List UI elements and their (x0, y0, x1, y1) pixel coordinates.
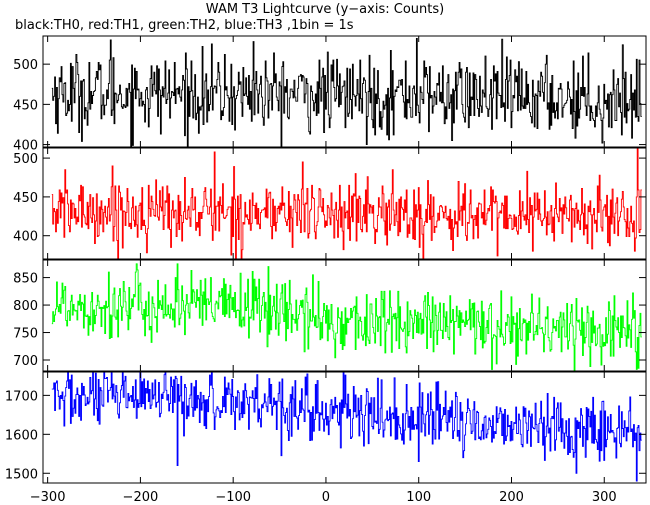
y-tick-label: 500 (13, 58, 38, 73)
x-tick-label: 0 (322, 490, 330, 505)
x-tick-label: 200 (499, 490, 524, 505)
panel-th2: 700 750 800 850 (13, 259, 647, 372)
panel-frame (42, 35, 647, 148)
panels-group: 4004505004004505007007508008501500160017… (5, 35, 647, 484)
panel-th3: 1500 1600 1700 (5, 371, 647, 484)
y-tick-label: 400 (13, 230, 38, 245)
panel-th1: 400 450 500 (13, 147, 647, 260)
y-tick-label: 850 (13, 272, 38, 287)
y-tick-label: 450 (13, 191, 38, 206)
series-line-th1 (51, 148, 642, 259)
panel-frame (42, 259, 647, 372)
series-line-th0 (51, 37, 642, 147)
chart-subtitle: black:TH0, red:TH1, green:TH2, blue:TH3 … (15, 18, 354, 33)
x-tick-label: −200 (123, 490, 159, 505)
y-tick-label: 1500 (5, 467, 38, 482)
panel-frame (42, 371, 647, 484)
y-tick-label: 450 (13, 98, 38, 113)
y-tick-label: 1700 (5, 389, 38, 404)
panel-frame (42, 147, 647, 260)
y-tick-label: 800 (13, 299, 38, 314)
x-tick-label: 100 (406, 490, 431, 505)
chart-title: WAM T3 Lightcurve (y−axis: Counts) (206, 2, 444, 17)
series-line-th2 (51, 263, 642, 371)
y-tick-label: 1600 (5, 428, 38, 443)
x-tick-label: −300 (30, 490, 66, 505)
y-tick-label: 400 (13, 139, 38, 154)
y-tick-label: 700 (13, 354, 38, 369)
x-axis: −300 −200 −100 0 100 200 300 (30, 490, 617, 505)
series-line-th3 (51, 372, 642, 482)
x-tick-label: −100 (215, 490, 251, 505)
panel-th0: 400 450 500 (13, 35, 647, 154)
y-tick-label: 750 (13, 327, 38, 342)
y-tick-label: 500 (13, 152, 38, 167)
x-tick-label: 300 (592, 490, 617, 505)
